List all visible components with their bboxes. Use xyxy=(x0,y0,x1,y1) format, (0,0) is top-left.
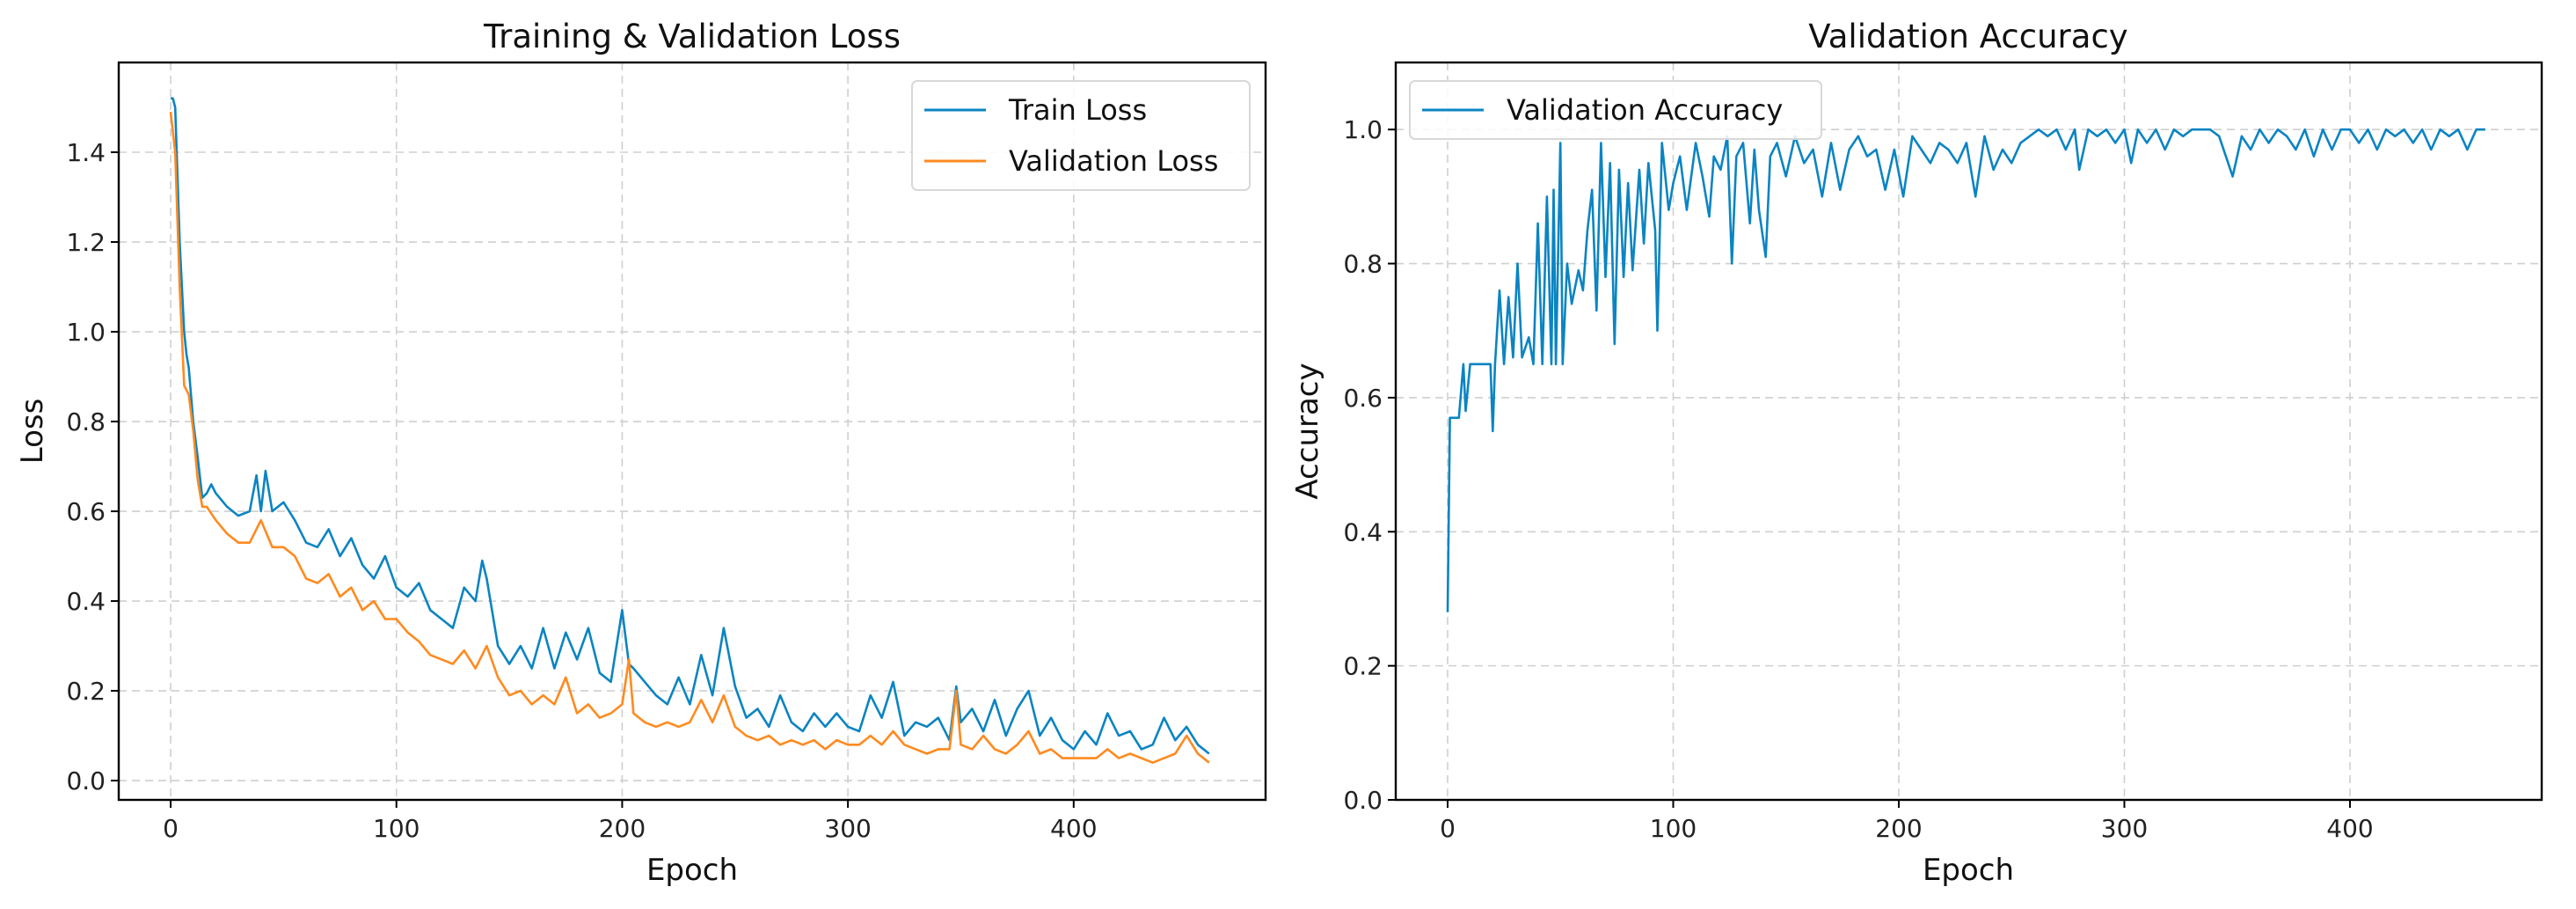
x-tick-label: 200 xyxy=(599,814,646,843)
y-tick-label: 1.4 xyxy=(66,138,106,167)
x-tick-label: 0 xyxy=(163,814,179,843)
legend-label: Train Loss xyxy=(1008,93,1147,127)
x-tick-label: 300 xyxy=(824,814,871,843)
x-axis-label: Epoch xyxy=(646,853,738,888)
y-tick-label: 0.2 xyxy=(66,677,106,706)
series-line-train-loss xyxy=(171,97,1210,755)
x-tick-label: 300 xyxy=(2101,814,2148,843)
y-tick-label: 1.0 xyxy=(1343,115,1383,144)
x-tick-label: 100 xyxy=(373,814,420,843)
series-line-validation-loss xyxy=(169,111,1210,765)
y-tick-label: 0.4 xyxy=(1343,517,1383,546)
legend-box xyxy=(911,80,1251,191)
series-line-validation-accuracy xyxy=(1446,128,2485,612)
grid-lines xyxy=(1396,62,2542,801)
x-axis-label: Epoch xyxy=(1923,853,2014,888)
x-tick-label: 100 xyxy=(1650,814,1697,843)
x-tick-label: 200 xyxy=(1875,814,1922,843)
y-tick-label: 0.6 xyxy=(66,497,106,526)
y-tick-label: 1.2 xyxy=(66,228,106,257)
y-tick-label: 0.0 xyxy=(1343,786,1383,815)
legend-label: Validation Accuracy xyxy=(1507,93,1783,127)
chart-title: Validation Accuracy xyxy=(1808,18,2127,55)
y-axis-label: Loss xyxy=(15,399,50,465)
loss-chart-panel: Training & Validation Loss Epoch Loss 0 1… xyxy=(15,18,1267,888)
plot-frame xyxy=(1394,61,2543,802)
legend-label: Validation Loss xyxy=(1009,144,1218,178)
y-tick-label: 0.4 xyxy=(66,587,106,616)
y-tick-label: 0.2 xyxy=(1343,652,1383,681)
legend-box xyxy=(1409,80,1822,140)
y-tick-label: 0.0 xyxy=(66,766,106,795)
accuracy-chart-panel: Validation Accuracy Epoch Accuracy 0 100 2… xyxy=(1290,18,2543,888)
x-tick-label: 0 xyxy=(1440,814,1456,843)
legend: Train Loss Validation Loss xyxy=(911,80,1251,191)
x-tick-label: 400 xyxy=(2326,814,2373,843)
chart-title: Training & Validation Loss xyxy=(483,18,901,55)
y-tick-label: 1.0 xyxy=(66,318,106,347)
legend: Validation Accuracy xyxy=(1409,80,1822,140)
y-tick-label: 0.8 xyxy=(1343,250,1383,279)
y-axis-label: Accuracy xyxy=(1290,363,1325,499)
plot-frame xyxy=(117,61,1267,802)
y-tick-label: 0.6 xyxy=(1343,384,1383,413)
x-tick-label: 400 xyxy=(1050,814,1097,843)
y-tick-label: 0.8 xyxy=(66,407,106,436)
